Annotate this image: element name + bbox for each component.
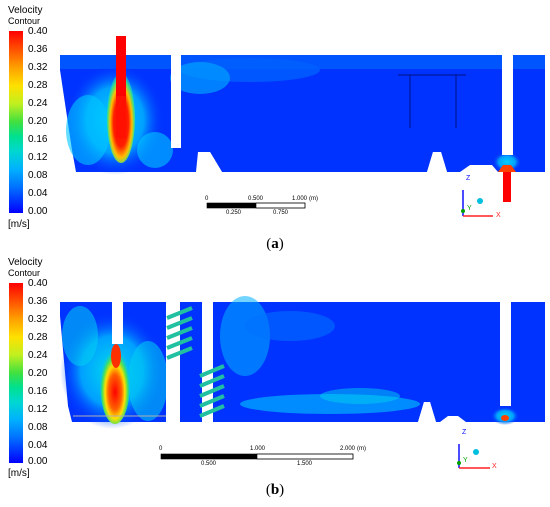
scale-label: 1.000 (250, 446, 266, 452)
tick-label: 0.24 (28, 350, 48, 361)
tick-label: 0.00 (28, 456, 48, 467)
jet-core (100, 344, 130, 424)
scale-bar (206, 202, 306, 209)
scale-label: 0.750 (273, 210, 289, 216)
baffle (500, 302, 511, 406)
baffle (171, 55, 181, 148)
jet-core (111, 344, 121, 368)
scale-label: 0 (205, 196, 209, 202)
colorbar (9, 283, 23, 463)
unit-label: [m/s] (8, 219, 30, 230)
upper-flow (170, 62, 230, 94)
tick-label: 0.12 (28, 404, 48, 415)
scale-bar (160, 453, 354, 460)
legend-title-text: Velocity (8, 5, 43, 16)
scale-label: 0.500 (201, 461, 217, 467)
tick-label: 0.36 (28, 44, 48, 55)
scale-label: 1.500 (297, 461, 313, 467)
outlet-zone (493, 152, 521, 172)
contour-plot-a (60, 36, 545, 217)
tick-label: 0.24 (28, 98, 48, 109)
tick-label: 0.40 (28, 26, 48, 37)
caption-a: (a) (266, 236, 284, 252)
baffle (202, 302, 213, 422)
axis-x-label: X (492, 463, 497, 470)
panel-a: Velocity Contour 0.40 0.36 0.32 0.28 0.2… (8, 5, 545, 252)
left-plume (66, 95, 110, 165)
left-plume (137, 132, 173, 168)
scale-label: 0.250 (226, 210, 242, 216)
scale-label: 2.000 (340, 446, 356, 452)
scale-label: 0 (159, 446, 163, 452)
axis-triad (457, 444, 490, 469)
tick-label: 0.20 (28, 368, 48, 379)
tick-label: 0.28 (28, 80, 48, 91)
axis-z-label: Z (462, 429, 467, 436)
tick-label: 0.00 (28, 206, 48, 217)
legend-subtitle-text: Contour (8, 268, 41, 278)
unit-label: [m/s] (8, 468, 30, 479)
tick-label: 0.04 (28, 188, 48, 199)
tick-label: 0.36 (28, 296, 48, 307)
axis-z-label: Z (466, 175, 471, 182)
jet-core (116, 78, 126, 138)
colorbar (9, 31, 23, 213)
outlet-core (501, 415, 509, 421)
tick-label: 0.16 (28, 386, 48, 397)
tick-label: 0.20 (28, 116, 48, 127)
tick-label: 0.40 (28, 278, 48, 289)
outlet-pipe (503, 172, 511, 202)
axis-triad (461, 190, 493, 217)
baffle (112, 302, 123, 344)
tick-label: 0.08 (28, 422, 48, 433)
tick-label: 0.04 (28, 440, 48, 451)
tick-label: 0.32 (28, 62, 48, 73)
weir (418, 402, 436, 422)
panel-b: Velocity Contour 0.40 0.36 0.32 0.28 0.2… (0, 256, 550, 507)
weir (198, 152, 222, 172)
baffle (166, 302, 180, 422)
caption-b: (b) (265, 482, 285, 498)
baffle (502, 55, 513, 155)
axis-y-label: Y (463, 457, 468, 464)
surface-zone (60, 55, 545, 69)
contour-plot-b (60, 296, 545, 469)
tick-label: 0.28 (28, 332, 48, 343)
scale-label: 0.500 (248, 196, 264, 202)
tick-label: 0.12 (28, 152, 48, 163)
tick-label: 0.08 (28, 170, 48, 181)
axis-y-label: Y (467, 205, 472, 212)
tick-label: 0.32 (28, 314, 48, 325)
weir (427, 152, 447, 172)
legend-title: Velocity Contour (8, 257, 43, 279)
flow-diag (245, 311, 335, 341)
scale-label: (m) (357, 446, 366, 452)
legend-title: Velocity Contour (8, 5, 43, 27)
scale-label: 1.000 (292, 196, 308, 202)
axis-x-label: X (496, 212, 501, 219)
tick-label: 0.16 (28, 134, 48, 145)
left-plume (62, 306, 98, 366)
lamella-plates (166, 306, 225, 418)
outlet-pipe (498, 165, 516, 172)
scale-label: (m) (309, 196, 318, 202)
inlet-pipe (116, 36, 126, 96)
legend-title-text: Velocity (8, 257, 43, 268)
bottom-flow (320, 388, 400, 404)
left-plume (128, 341, 168, 421)
legend-subtitle-text: Contour (8, 16, 41, 26)
